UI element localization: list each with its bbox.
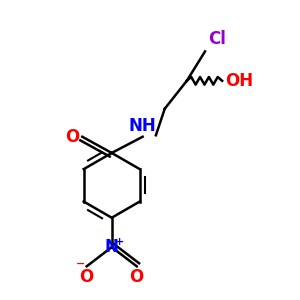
Text: O: O xyxy=(80,268,94,286)
Text: +: + xyxy=(115,237,124,247)
Text: OH: OH xyxy=(225,72,253,90)
Text: Cl: Cl xyxy=(208,30,226,48)
Text: O: O xyxy=(130,268,144,286)
Text: −: − xyxy=(76,258,85,268)
Text: N: N xyxy=(105,238,119,256)
Text: NH: NH xyxy=(129,117,157,135)
Text: O: O xyxy=(65,128,79,146)
